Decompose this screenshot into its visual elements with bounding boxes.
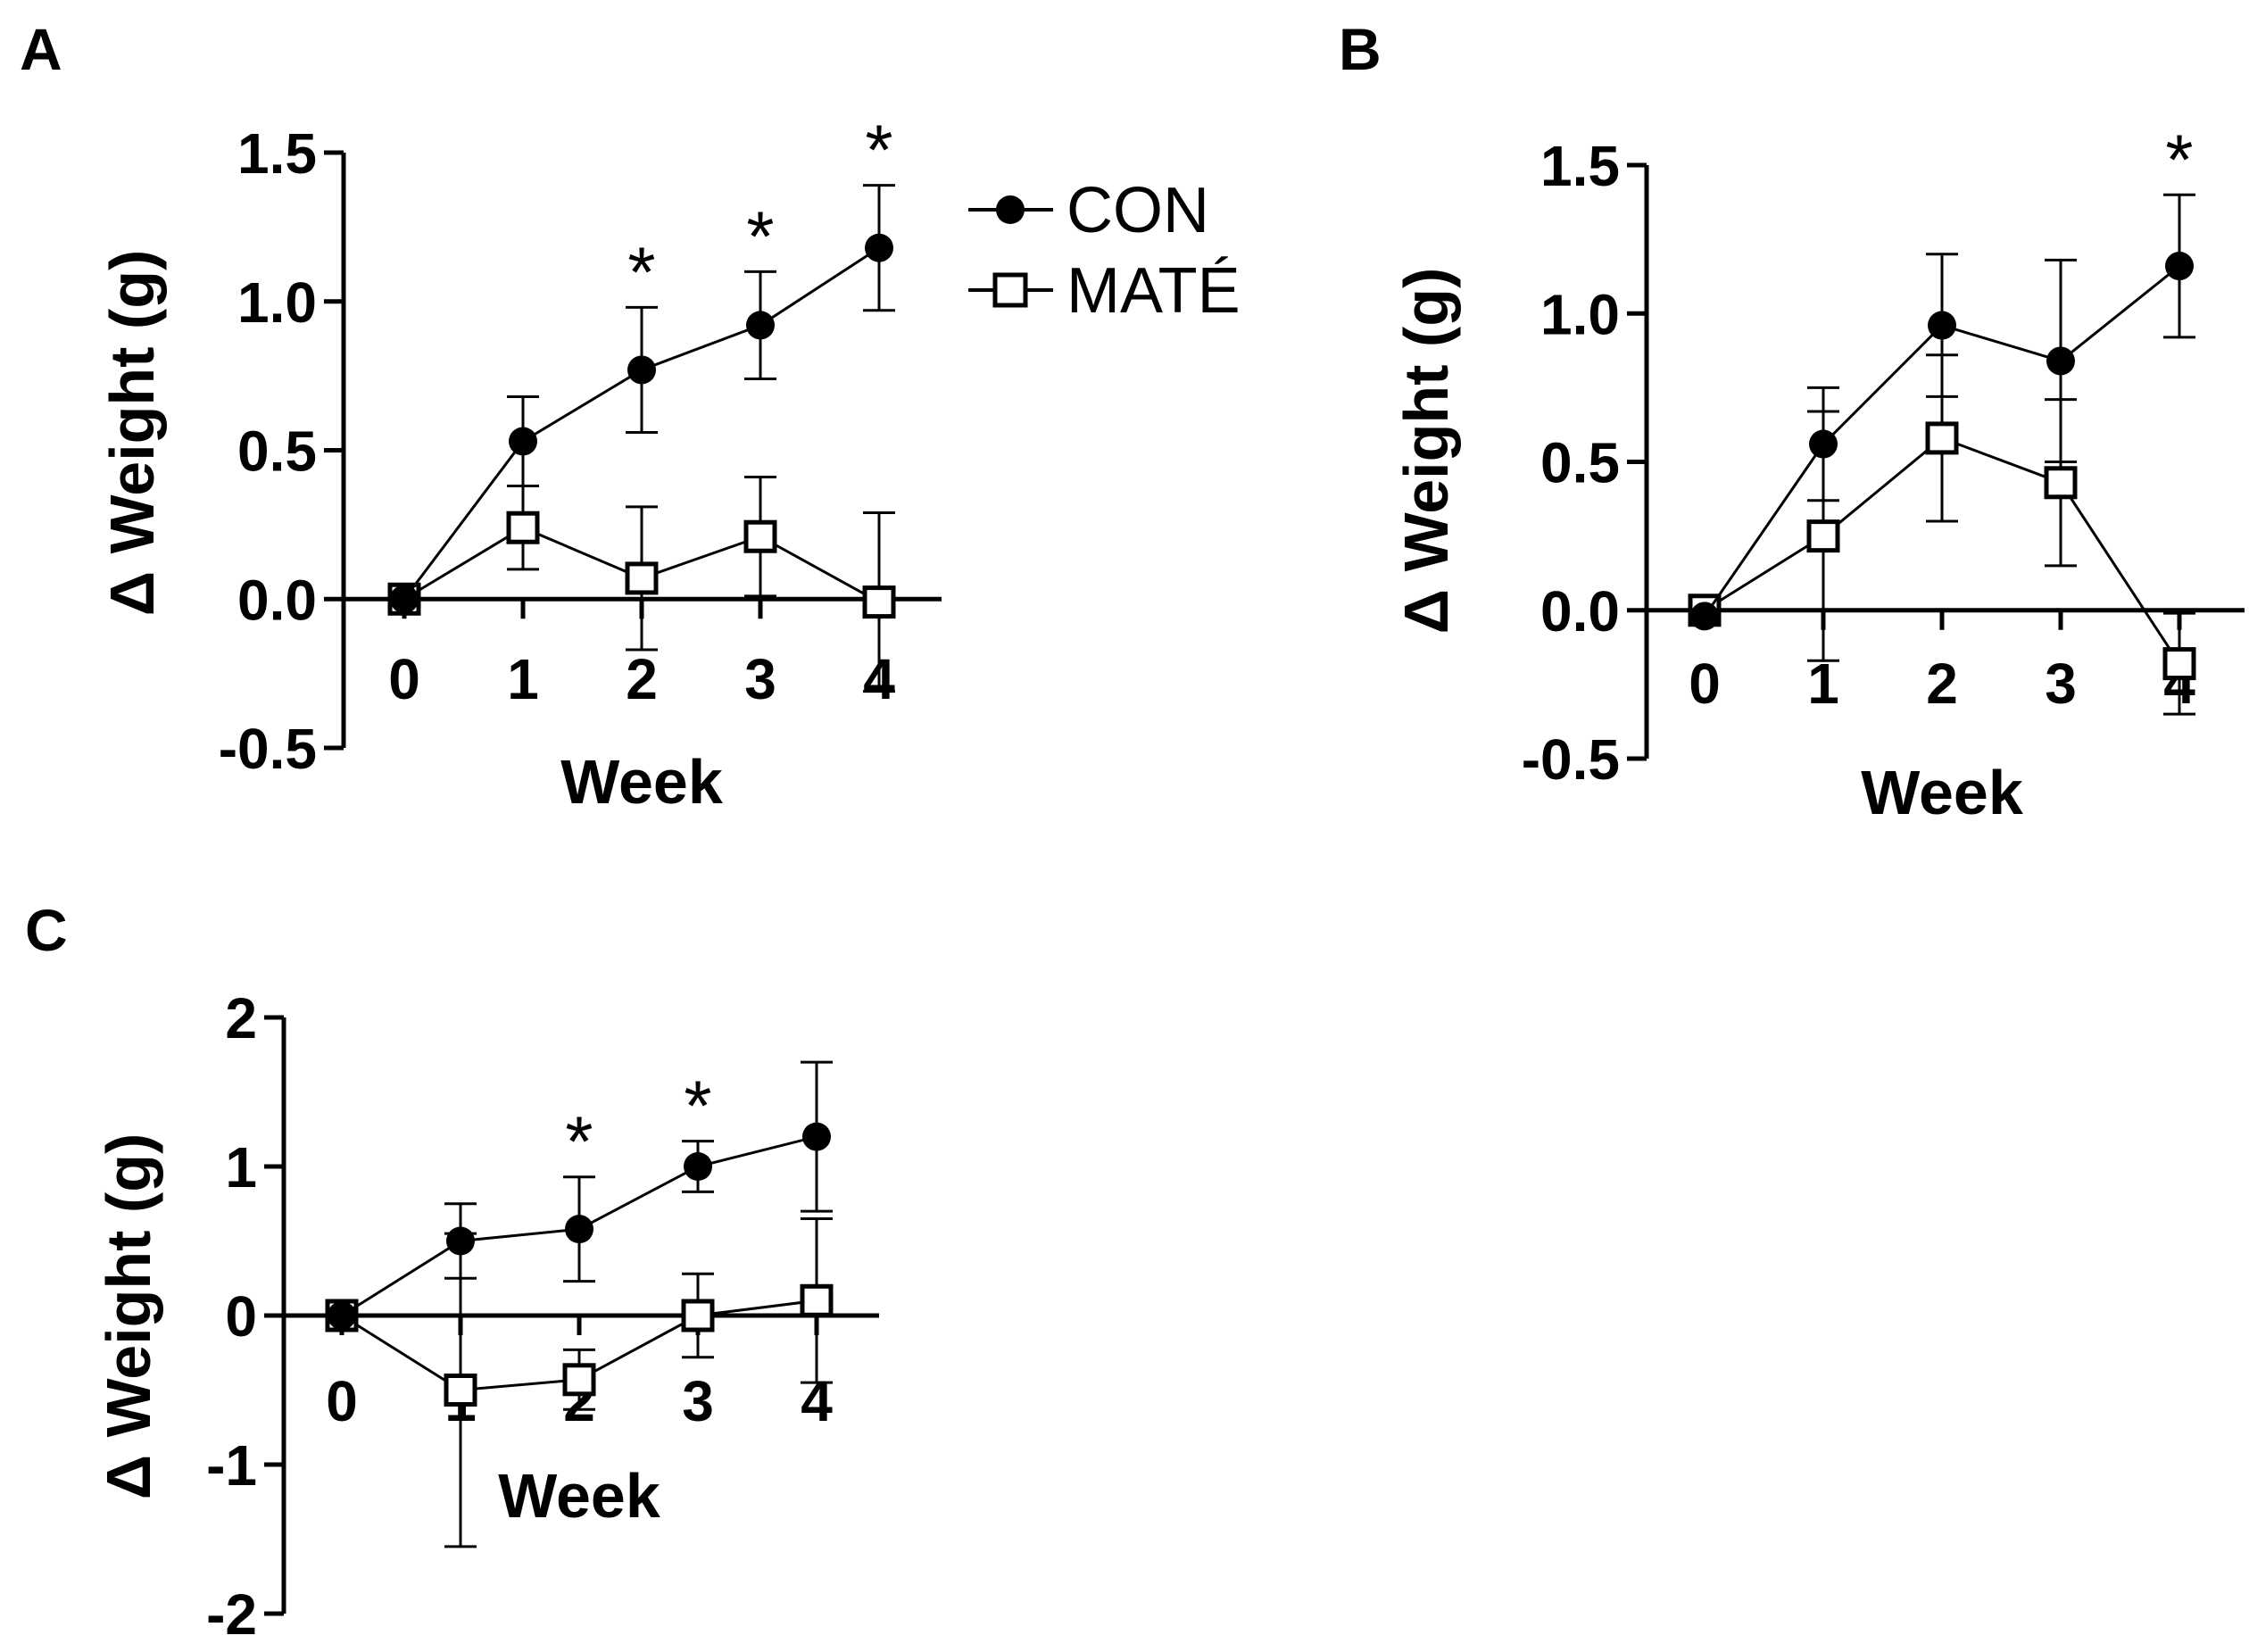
x-axis-title: Week [1861,758,2023,827]
x-tick-label: 2 [1926,652,1958,716]
significance-star: * [2165,120,2193,199]
data-point-con [328,1301,356,1330]
panel-letter-a: A [20,16,62,82]
data-point-mate [862,585,896,619]
significance-star: * [684,1067,711,1146]
x-tick-label: 2 [626,647,658,711]
legend-label-mate: MATÉ [1066,255,1241,327]
series-con [1690,193,2195,631]
data-point-mate [625,561,659,595]
panel-letter-b: B [1339,16,1382,82]
data-point-con [865,233,893,262]
y-tick-label: 0.5 [237,419,317,484]
data-point-con [2165,252,2194,281]
y-tick-label: 1.0 [1540,282,1620,346]
data-point-mate [2044,466,2078,500]
legend-label-con: CON [1066,175,1209,246]
data-point-con [746,311,775,340]
y-tick-label: -1 [206,1433,257,1498]
x-tick-label: 3 [744,647,776,711]
y-tick-label: -0.5 [1522,727,1620,792]
data-point-mate [743,519,777,553]
data-point-con [390,585,419,614]
panel-letter-c: C [25,897,68,963]
y-tick-label: 1.5 [237,121,317,186]
y-tick-label: 0.0 [237,568,317,632]
x-tick-label: 1 [507,647,539,711]
filled-circle-icon [996,195,1025,224]
data-point-mate [1806,519,1840,553]
y-tick-label: 0.0 [1540,579,1620,643]
data-point-mate [444,1374,477,1407]
data-point-con [1809,429,1838,459]
x-axis-title: Week [498,1461,660,1531]
significance-star: * [565,1102,593,1182]
data-point-con [565,1215,593,1244]
y-axis-title: Δ Weight (g) [97,250,167,617]
legend: CON MATÉ [968,175,1241,327]
data-point-mate [1925,421,1959,455]
legend-item-con: CON [968,175,1209,246]
x-tick-label: 0 [326,1369,358,1433]
y-tick-label: -2 [206,1582,257,1647]
significance-star: * [746,196,774,276]
y-tick-label: 1.5 [1540,134,1620,198]
x-tick-label: 3 [2045,652,2077,716]
x-tick-label: 0 [1689,652,1721,716]
data-point-con [1690,602,1719,631]
y-tick-label: 1.0 [237,270,317,335]
data-point-con [446,1226,475,1256]
significance-star: * [865,111,892,190]
data-point-con [2046,346,2075,376]
y-axis-title: Δ Weight (g) [1391,268,1461,635]
x-tick-label: 0 [388,647,420,711]
y-tick-label: -0.5 [219,717,317,781]
data-point-con [802,1122,831,1151]
data-point-mate [800,1283,834,1317]
y-tick-label: 0.5 [1540,431,1620,495]
data-point-mate [506,511,540,544]
series-con [390,184,895,614]
open-square-icon [992,272,1028,308]
x-tick-label: 3 [682,1369,714,1433]
series-con [328,1060,833,1330]
y-tick-label: 1 [225,1135,257,1200]
x-tick-label: 1 [1807,652,1839,716]
x-axis-title: Week [560,747,723,817]
data-point-mate [2162,647,2196,681]
y-tick-label: 2 [225,986,257,1050]
data-point-mate [681,1299,715,1332]
y-tick-label: 0 [225,1284,257,1349]
panel-c-chart: 210-1-201234WeekΔ Weight (g)** [94,986,879,1647]
data-point-con [1928,311,1956,340]
data-point-con [627,355,656,385]
data-point-mate [562,1363,596,1397]
data-point-con [684,1152,712,1181]
data-point-con [509,427,537,456]
significance-star: * [627,232,655,311]
y-axis-title: Δ Weight (g) [94,1133,163,1500]
legend-item-mate: MATÉ [968,255,1241,327]
